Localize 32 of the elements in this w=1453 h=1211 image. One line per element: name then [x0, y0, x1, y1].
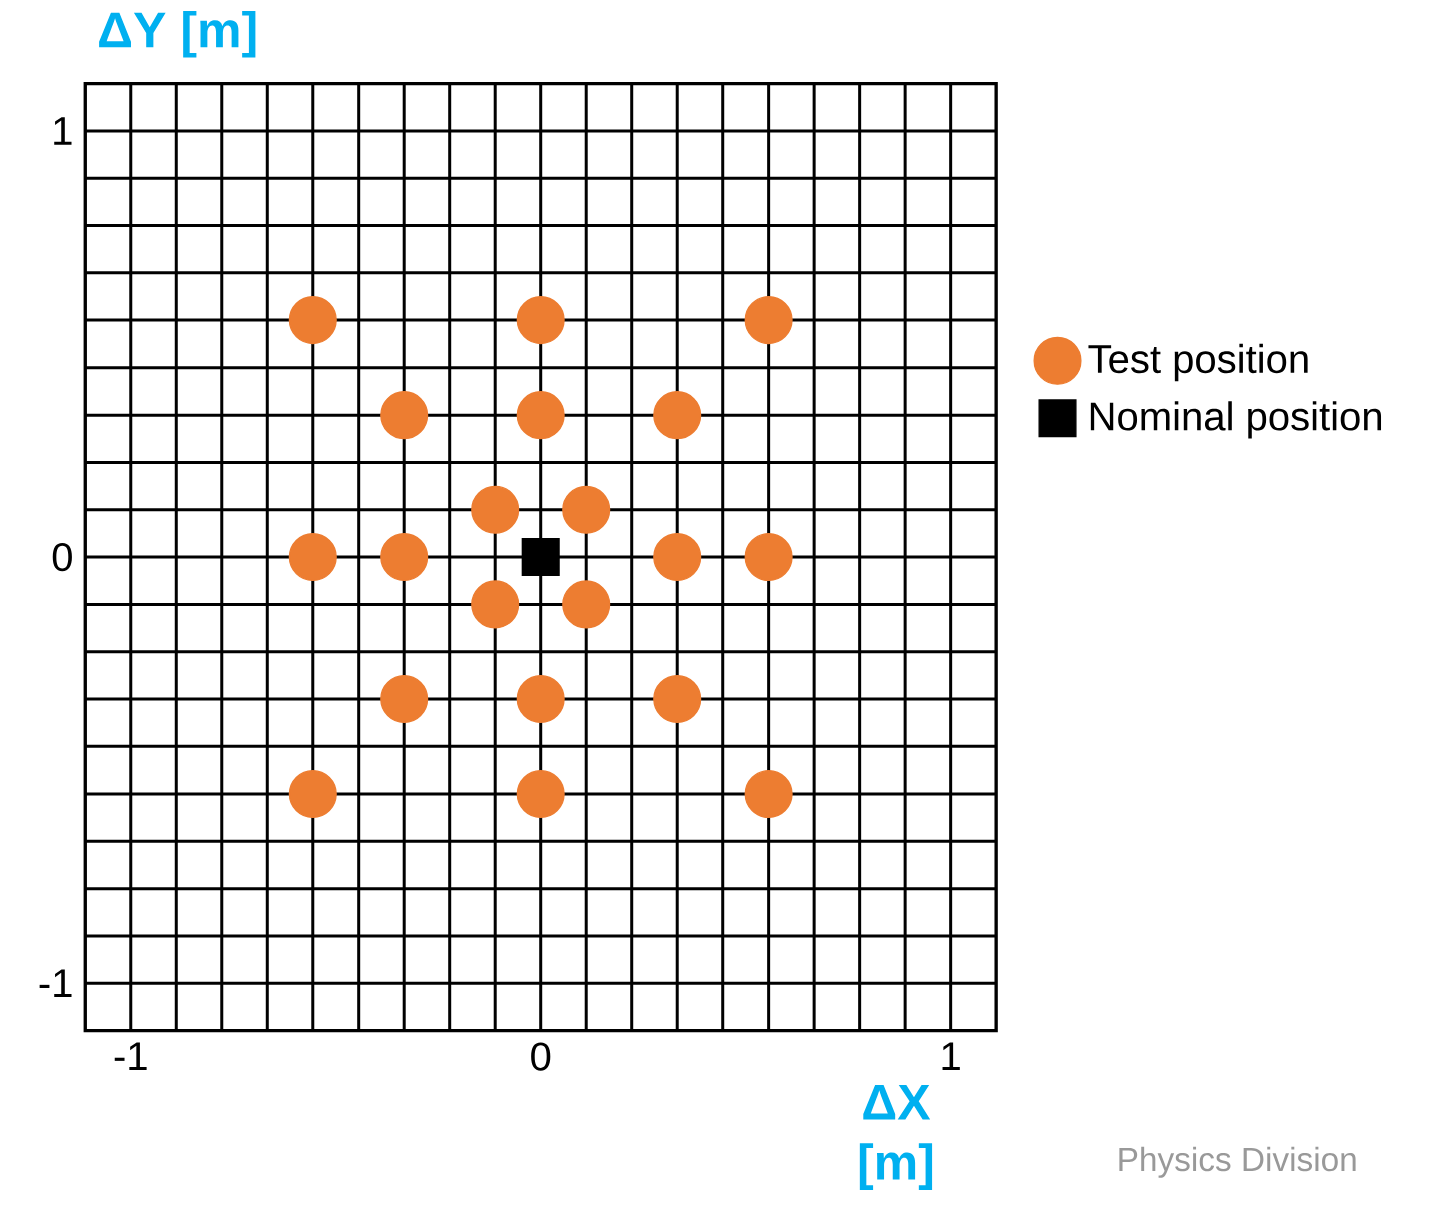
- point: [380, 533, 429, 582]
- point: [653, 674, 702, 724]
- x-tick-label: 1: [942, 1042, 960, 1070]
- point: [562, 580, 611, 629]
- point: [471, 580, 520, 629]
- point: [516, 296, 565, 345]
- x-axis-title: ΔX [m]: [859, 1084, 933, 1190]
- point: [380, 391, 429, 440]
- point: [288, 296, 337, 345]
- point: [653, 533, 702, 582]
- point: [653, 391, 702, 440]
- legend-label: Nominal position: [1090, 401, 1382, 439]
- point: [521, 538, 560, 577]
- x-tick-label: 0: [531, 1042, 551, 1071]
- point: [288, 769, 337, 819]
- point: [380, 674, 429, 724]
- y-tick-label: 1: [54, 117, 72, 145]
- point: [288, 533, 337, 582]
- text: Physics Division: [1119, 1146, 1356, 1178]
- legend-label: Test position: [1088, 343, 1308, 382]
- point: [744, 533, 793, 582]
- y-axis-title: ΔY [m]: [99, 10, 256, 58]
- point: [744, 769, 793, 819]
- point: [516, 391, 565, 440]
- point: [744, 296, 793, 345]
- y-tick-label: -1: [39, 969, 72, 998]
- point: [562, 485, 611, 534]
- point: [471, 485, 520, 534]
- y-tick-label: 0: [52, 542, 72, 572]
- point: [516, 769, 565, 819]
- x-tick-label: -1: [114, 1042, 147, 1070]
- point: [516, 674, 565, 724]
